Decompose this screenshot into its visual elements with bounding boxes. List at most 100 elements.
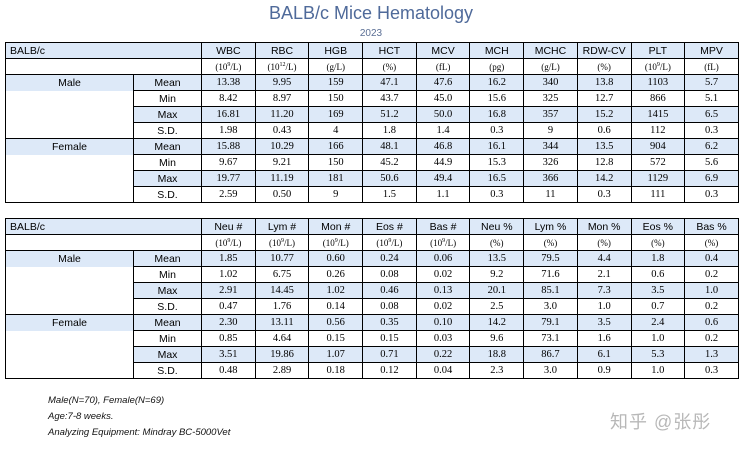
value-cell: 0.2 [684, 266, 739, 283]
value-cell: 0.9 [576, 362, 632, 379]
value-cell: 0.12 [362, 362, 417, 379]
unit-cell: (pg) [469, 58, 525, 75]
stat-label: Mean [133, 314, 202, 331]
unit-tail: /L) [285, 61, 297, 72]
value-cell: 1.07 [308, 346, 364, 363]
value-cell: 12.8 [576, 154, 632, 171]
unit-tail: /L) [391, 237, 403, 248]
value-cell: 344 [523, 138, 578, 155]
value-cell: 3.51 [201, 346, 256, 363]
value-cell: 0.08 [362, 298, 417, 315]
value-cell: 0.18 [308, 362, 364, 379]
value-cell: 1.4 [415, 122, 471, 139]
unit-row: (109/L) (1012/L) (g/L) (%) (fL) (pg) (g/L) (%)(… [5, 58, 739, 75]
value-cell: 9.67 [201, 154, 256, 171]
unit-cell: (109/L) [254, 234, 310, 251]
value-cell: 3.5 [630, 282, 686, 299]
value-cell: 20.1 [469, 282, 525, 299]
table-row: Max 3.51 19.86 1.07 0.71 0.22 18.8 86.7 6.1 5.3 1.… [5, 346, 739, 363]
unit-exponent: 9 [281, 237, 285, 244]
watermark: 知乎 @张彤 [610, 412, 712, 432]
unit-base: (10 [644, 61, 657, 72]
value-cell: 0.43 [254, 122, 310, 139]
unit-cell: (%) [630, 234, 686, 251]
hematology-table-2: BALB/c Neu # Lym # Mon # Eos # Bas # Neu % Lym … [5, 218, 739, 379]
value-cell: 0.10 [415, 314, 471, 331]
value-cell: 85.1 [523, 282, 578, 299]
value-cell: 8.42 [201, 90, 256, 107]
unit-base: (%) [543, 237, 558, 248]
table-row: S.D. 0.48 2.89 0.18 0.12 0.04 2.3 3.0 0.9 1.0 0.3 [5, 362, 739, 379]
value-cell: 13.5 [576, 138, 632, 155]
sex-cell: Female [5, 314, 134, 331]
value-cell: 0.03 [415, 330, 471, 347]
table-row: S.D. 2.59 0.50 9 1.5 1.1 0.3 11 0.3 111 0.3 [5, 186, 739, 203]
unit-base: (%) [704, 237, 719, 248]
value-cell: 6.5 [684, 106, 739, 123]
stat-label: Max [133, 282, 202, 299]
footnotes: Male(N=70), Female(N=69) Age:7-8 weeks. … [48, 393, 230, 441]
value-cell: 1129 [630, 170, 686, 187]
unit-base: (10 [215, 61, 228, 72]
unit-base: (10 [322, 237, 335, 248]
unit-base: (pg) [489, 61, 505, 72]
value-cell: 6.75 [254, 266, 310, 283]
unit-base: (%) [597, 61, 611, 72]
sex-cell: Male [5, 74, 134, 91]
sex-cell [5, 90, 134, 107]
value-cell: 0.04 [415, 362, 471, 379]
value-cell: 0.71 [362, 346, 417, 363]
value-cell: 0.48 [201, 362, 256, 379]
table-row: Min 1.02 6.75 0.26 0.08 0.02 9.2 71.6 2.1 0.6 0.2 [5, 266, 739, 283]
stat-label: S.D. [133, 362, 202, 379]
unit-base: (10 [267, 61, 280, 72]
value-cell: 1.85 [201, 250, 256, 267]
unit-base: (g/L) [541, 61, 560, 72]
value-cell: 1.02 [201, 266, 256, 283]
blank-cell [5, 58, 202, 75]
value-cell: 4.4 [576, 250, 632, 267]
value-cell: 16.2 [469, 74, 525, 91]
unit-tail: /L) [337, 237, 349, 248]
table-row: Male Mean 1.85 10.77 0.60 0.24 0.06 13.5 79.5 4.4… [5, 250, 739, 267]
column-header: PLT [630, 42, 686, 59]
value-cell: 1.8 [362, 122, 417, 139]
value-cell: 0.13 [415, 282, 471, 299]
value-cell: 5.7 [684, 74, 739, 91]
value-cell: 16.8 [469, 106, 525, 123]
value-cell: 5.6 [684, 154, 739, 171]
sex-cell [5, 330, 134, 347]
sex-cell [5, 282, 134, 299]
table-row: S.D. 1.98 0.43 4 1.8 1.4 0.3 9 0.6 112 0.3 [5, 122, 739, 139]
value-cell: 1.0 [576, 298, 632, 315]
value-cell: 0.3 [469, 186, 525, 203]
value-cell: 325 [523, 90, 578, 107]
unit-base: (fL) [435, 61, 451, 72]
value-cell: 2.3 [469, 362, 525, 379]
value-cell: 9.21 [254, 154, 310, 171]
value-cell: 0.3 [684, 362, 739, 379]
value-cell: 50.0 [415, 106, 471, 123]
year-label: 2023 [359, 28, 383, 39]
value-cell: 0.7 [630, 298, 686, 315]
value-cell: 1.02 [308, 282, 364, 299]
column-header: Bas # [415, 218, 471, 235]
value-cell: 1.0 [630, 362, 686, 379]
page-title: BALB/c Mice Hematology [268, 3, 474, 23]
value-cell: 5.3 [630, 346, 686, 363]
unit-base: (%) [490, 237, 504, 248]
unit-tail: /L) [284, 237, 296, 248]
value-cell: 0.2 [684, 298, 739, 315]
unit-cell: (109/L) [201, 58, 256, 75]
value-cell: 3.0 [523, 362, 578, 379]
value-cell: 45.2 [362, 154, 417, 171]
value-cell: 3.5 [576, 314, 632, 331]
value-cell: 86.7 [523, 346, 578, 363]
table-row: Max 16.81 11.20 169 51.2 50.0 16.8 357 15.2 1415 6… [5, 106, 739, 123]
stat-label: Max [133, 346, 202, 363]
value-cell: 4.64 [254, 330, 310, 347]
value-cell: 19.77 [201, 170, 256, 187]
sex-cell [5, 186, 134, 203]
stat-label: Max [133, 106, 202, 123]
value-cell: 0.22 [415, 346, 471, 363]
